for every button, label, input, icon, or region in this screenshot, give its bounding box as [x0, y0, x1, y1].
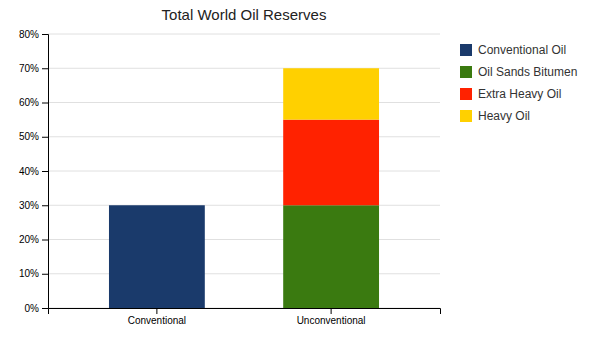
tick: 70% — [19, 63, 48, 74]
tick-mark — [42, 308, 48, 309]
legend-item: Heavy Oil — [460, 109, 530, 123]
tick-label: Conventional — [128, 315, 186, 326]
axis-line — [42, 35, 49, 309]
grid-line — [48, 171, 440, 172]
tick: 60% — [19, 97, 48, 108]
tick-mark — [42, 103, 48, 104]
bars — [109, 68, 379, 308]
legend-label: Conventional Oil — [478, 43, 566, 57]
tick: 40% — [19, 166, 48, 177]
grid-line — [48, 102, 440, 103]
tick-label: 50% — [19, 131, 39, 142]
tick: 10% — [19, 268, 48, 279]
tick-label: 80% — [19, 29, 39, 40]
grid-line — [48, 68, 440, 69]
grid-line — [48, 239, 440, 240]
tick-label: 10% — [19, 268, 39, 279]
legend-swatch — [460, 110, 472, 122]
grid-line — [48, 34, 440, 35]
tick-mark — [156, 308, 157, 314]
tick-mark — [42, 68, 48, 69]
legend-swatch — [460, 44, 472, 56]
tick-mark — [331, 308, 332, 314]
tick-label: 70% — [19, 63, 39, 74]
tick-mark — [42, 240, 48, 241]
grid-line — [48, 273, 440, 274]
plot: 0% 10% 20% 30% 40% 50% 60% 70% 80% Conventional Un… — [19, 29, 441, 326]
series — [283, 120, 379, 206]
tick-label: 30% — [19, 200, 39, 211]
bar — [283, 120, 379, 206]
legend: Conventional Oil Oil Sands Bitumen Extra H… — [460, 43, 577, 123]
legend-label: Extra Heavy Oil — [478, 87, 561, 101]
tick-label: 0% — [25, 303, 40, 314]
chart: Total World Oil Reserves 0% 10% 20% 30% 40% 50… — [0, 0, 600, 338]
grid — [48, 34, 440, 308]
tick-label: 20% — [19, 234, 39, 245]
tick: 20% — [19, 234, 48, 245]
tick-label: Unconventional — [297, 315, 366, 326]
y-axis: 0% 10% 20% 30% 40% 50% 60% 70% 80% — [19, 29, 49, 314]
legend-label: Heavy Oil — [478, 109, 530, 123]
tick-label: 40% — [19, 166, 39, 177]
series — [109, 205, 205, 308]
legend-item: Oil Sands Bitumen — [460, 65, 577, 79]
bar — [109, 205, 205, 206]
legend-item: Conventional Oil — [460, 43, 566, 57]
legend-swatch — [460, 88, 472, 100]
bar — [109, 205, 205, 206]
grid-line — [48, 136, 440, 137]
bar — [283, 205, 379, 308]
axis-line — [49, 309, 441, 315]
tick: 80% — [19, 29, 48, 40]
tick-mark — [42, 205, 48, 206]
legend-swatch — [460, 66, 472, 78]
tick-mark — [42, 34, 48, 35]
title: Total World Oil Reserves — [162, 6, 327, 23]
tick-label: 60% — [19, 97, 39, 108]
series — [283, 68, 379, 119]
grid-line — [48, 205, 440, 206]
tick-mark — [42, 171, 48, 172]
bar — [109, 205, 205, 308]
tick-mark — [42, 274, 48, 275]
legend-label: Oil Sands Bitumen — [478, 65, 577, 79]
x-axis: Conventional Unconventional — [49, 308, 441, 326]
tick: Conventional — [128, 308, 186, 326]
tick: 30% — [19, 200, 48, 211]
tick: 0% — [25, 303, 48, 314]
bar — [109, 205, 205, 206]
tick: Unconventional — [297, 308, 366, 326]
tick: 50% — [19, 131, 48, 142]
tick-mark — [42, 137, 48, 138]
legend-item: Extra Heavy Oil — [460, 87, 561, 101]
series — [283, 205, 379, 308]
bar — [283, 68, 379, 119]
